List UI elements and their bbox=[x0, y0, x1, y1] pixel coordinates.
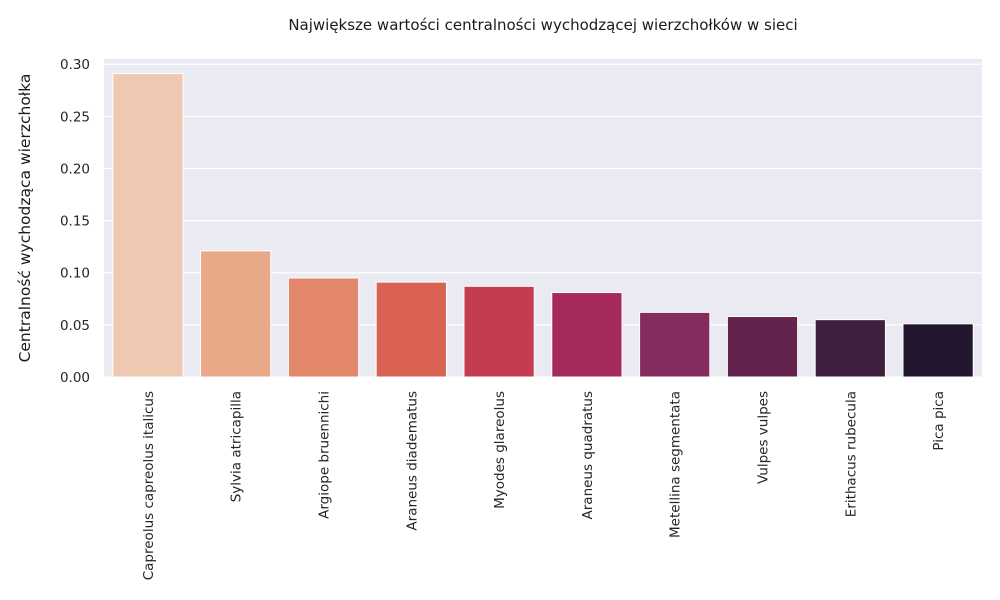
bar bbox=[375, 281, 447, 378]
bar bbox=[726, 316, 799, 378]
y-tick-label: 0.05 bbox=[60, 318, 90, 334]
bars bbox=[112, 73, 974, 378]
x-tick-label: Myodes glareolus bbox=[492, 391, 508, 509]
bar bbox=[112, 73, 184, 378]
y-tick-labels: 0.00 0.05 0.10 0.15 0.20 0.25 0.30 bbox=[60, 57, 90, 386]
bar bbox=[639, 311, 711, 378]
x-tick-label: Araneus diadematus bbox=[404, 391, 420, 531]
y-tick-label: 0.25 bbox=[60, 109, 90, 125]
y-tick-label: 0.30 bbox=[60, 57, 90, 73]
y-tick-label: 0.00 bbox=[60, 370, 90, 386]
bar bbox=[902, 323, 974, 378]
x-tick-label: Araneus quadratus bbox=[580, 391, 596, 519]
y-tick-label: 0.20 bbox=[60, 161, 90, 177]
x-tick-label: Vulpes vulpes bbox=[756, 391, 772, 484]
y-axis-label: Centralność wychodząca wierzchołka bbox=[16, 74, 34, 363]
bar bbox=[200, 250, 272, 378]
bar bbox=[551, 292, 623, 378]
bar bbox=[287, 277, 360, 378]
x-tick-label: Capreolus capreolus italicus bbox=[141, 391, 157, 580]
x-tick-label: Sylvia atricapilla bbox=[229, 391, 245, 502]
y-tick-label: 0.15 bbox=[60, 214, 90, 230]
y-tick-label: 0.10 bbox=[60, 266, 90, 282]
x-tick-label: Metellina segmentata bbox=[668, 391, 684, 538]
x-tick-label: Argiope bruennichi bbox=[317, 391, 333, 519]
x-tick-label: Erithacus rubecula bbox=[843, 391, 859, 517]
bar bbox=[463, 285, 535, 378]
chart-title: Największe wartości centralności wychodz… bbox=[288, 16, 797, 34]
bar bbox=[814, 319, 886, 378]
x-tick-label: Pica pica bbox=[931, 391, 947, 451]
x-tick-labels: Capreolus capreolus italicus Sylvia atric… bbox=[141, 391, 947, 580]
